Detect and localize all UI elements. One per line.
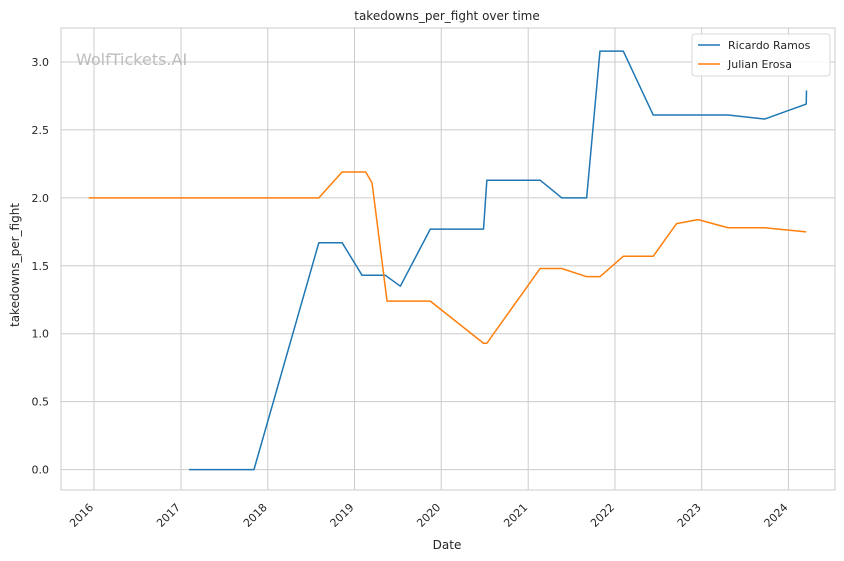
legend-label: Julian Erosa [727, 58, 792, 71]
series-line-1 [189, 50, 808, 471]
y-tick-label: 0.0 [32, 464, 50, 477]
plot-frame [60, 27, 836, 491]
series-line-2 [88, 171, 807, 344]
y-tick-label: 1.0 [32, 328, 50, 341]
y-tick-label: 0.5 [32, 396, 50, 409]
y-tick-label: 3.0 [32, 56, 50, 69]
grid [61, 28, 835, 490]
y-tick-label: 1.5 [32, 260, 50, 273]
x-axis-label: Date [433, 538, 462, 552]
legend-box [691, 33, 831, 77]
y-tick-label: 2.5 [32, 124, 50, 137]
legend-label: Ricardo Ramos [728, 39, 811, 52]
watermark: WolfTickets.AI [76, 50, 187, 69]
y-axis-label: takedowns_per_fight [8, 203, 22, 327]
series-layer [88, 50, 808, 471]
y-axis: 0.0 0.5 1.0 1.5 2.0 2.5 3.0 [32, 56, 50, 477]
legend: Ricardo Ramos Julian Erosa [691, 33, 831, 77]
chart-title: takedowns_per_fight over time [354, 9, 540, 23]
plot-area [60, 27, 836, 491]
y-tick-label: 2.0 [32, 192, 50, 205]
